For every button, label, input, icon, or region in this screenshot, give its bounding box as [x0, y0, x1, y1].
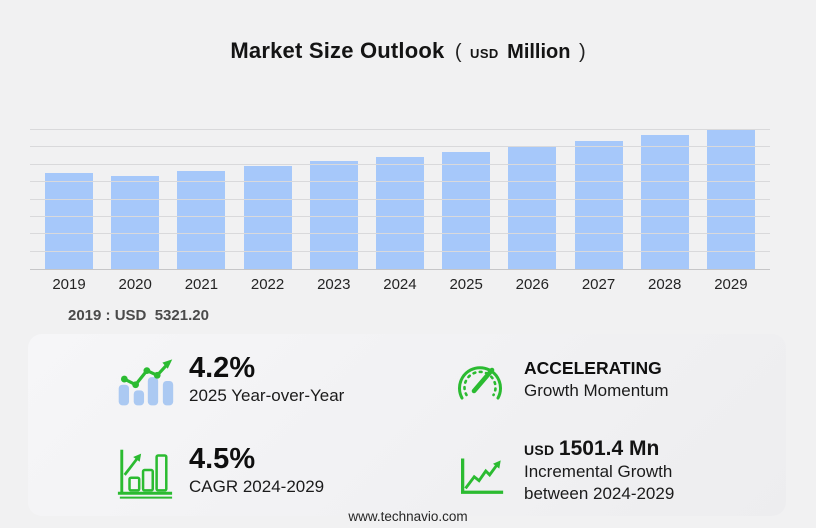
momentum-label: Growth Momentum	[524, 380, 669, 400]
x-tick-label: 2026	[515, 276, 549, 293]
stats-panel: 4.2% 2025 Year-over-Year ACCELERATING Gr…	[28, 334, 786, 516]
bar-2021	[177, 170, 226, 269]
bar-2020	[111, 175, 160, 269]
cagr-value: 4.5%	[189, 443, 256, 476]
incremental-value: 1501.4 Mn	[558, 437, 660, 461]
x-tick-label: 2021	[184, 276, 219, 293]
bar-2019	[45, 172, 93, 269]
gridline	[30, 250, 770, 252]
gridline	[30, 233, 770, 235]
incremental-label-line1: Incremental Growth	[524, 462, 673, 482]
momentum-value: ACCELERATING	[524, 357, 662, 378]
zigzag-growth-icon	[449, 443, 511, 499]
plot-area	[30, 113, 770, 270]
title-open-paren: (	[454, 41, 462, 63]
bar-2024	[375, 156, 424, 269]
incremental-currency: USD	[524, 442, 555, 459]
gridline	[30, 129, 770, 130]
gridline	[30, 215, 770, 217]
title-close-paren: )	[578, 41, 586, 63]
x-tick-label: 2024	[383, 276, 417, 293]
gauge-icon	[449, 357, 511, 403]
bar-2027	[574, 141, 623, 269]
growth-bars-arrow-icon	[114, 442, 176, 500]
title-unit: Million	[507, 41, 571, 63]
website-url: www.technavio.com	[348, 509, 468, 524]
x-tick-label: 2020	[118, 276, 152, 293]
x-tick-label: 2025	[449, 276, 483, 293]
gridline	[30, 198, 770, 200]
yoy-label: 2025 Year-over-Year	[189, 385, 345, 405]
bar-2028	[640, 135, 689, 269]
bar-2026	[508, 147, 557, 269]
stat-cagr: 4.5% CAGR 2024-2029	[28, 425, 407, 516]
title-main: Market Size Outlook	[230, 38, 445, 63]
bar-2022	[243, 165, 292, 269]
stat-yoy: 4.2% 2025 Year-over-Year	[28, 334, 407, 425]
x-tick-label: 2019	[52, 276, 86, 293]
incremental-label-line2: between 2024-2029	[524, 483, 675, 503]
x-tick-label: 2028	[648, 276, 682, 293]
bars	[30, 113, 770, 269]
gridline	[30, 181, 770, 183]
gridline	[30, 146, 770, 148]
x-tick-label: 2027	[581, 276, 616, 293]
x-tick-label: 2022	[250, 276, 285, 293]
base-year-value: 2019 : USD 5321.20	[68, 307, 209, 324]
page-title: Market Size Outlook ( USD Million )	[0, 38, 816, 64]
trend-bars-icon	[114, 353, 176, 407]
bar-2025	[442, 151, 491, 269]
title-currency: USD	[470, 46, 499, 61]
x-tick-label: 2029	[714, 276, 748, 293]
yoy-value: 4.2%	[189, 352, 256, 385]
gridline	[30, 163, 770, 165]
x-tick-label: 2023	[317, 276, 351, 293]
stat-momentum: ACCELERATING Growth Momentum	[407, 334, 786, 425]
stat-incremental: USD 1501.4 Mn Incremental Growth between…	[407, 425, 786, 516]
cagr-label: CAGR 2024-2029	[189, 476, 325, 496]
x-axis-labels: 2019 2020 2021 2022 2023 2024 2025 2026 2027 2028…	[30, 276, 770, 293]
